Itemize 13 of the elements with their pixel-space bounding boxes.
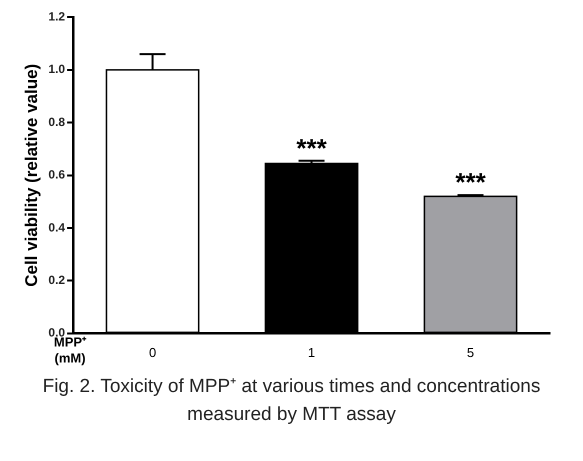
x-tick-label: 5 xyxy=(466,344,474,360)
y-tick-label: 0.6 xyxy=(48,168,66,182)
y-axis-title: Cell viability (relative value) xyxy=(22,64,41,287)
caption: Fig. 2. Toxicity of MPP⁺ at various times and concentrations measured by MTT assay xyxy=(42,375,542,427)
x-tick-label: 0 xyxy=(148,344,156,360)
y-tick-label: 1.0 xyxy=(48,62,66,76)
y-tick-label: 0.4 xyxy=(48,220,66,234)
y-tick-label: 1.2 xyxy=(48,10,66,24)
y-tick-label: 0.8 xyxy=(48,114,66,129)
annotation: *** xyxy=(296,132,328,163)
annotation: *** xyxy=(455,167,487,198)
y-tick-label: 0.2 xyxy=(48,273,66,288)
x-tick-label: 1 xyxy=(308,344,316,360)
